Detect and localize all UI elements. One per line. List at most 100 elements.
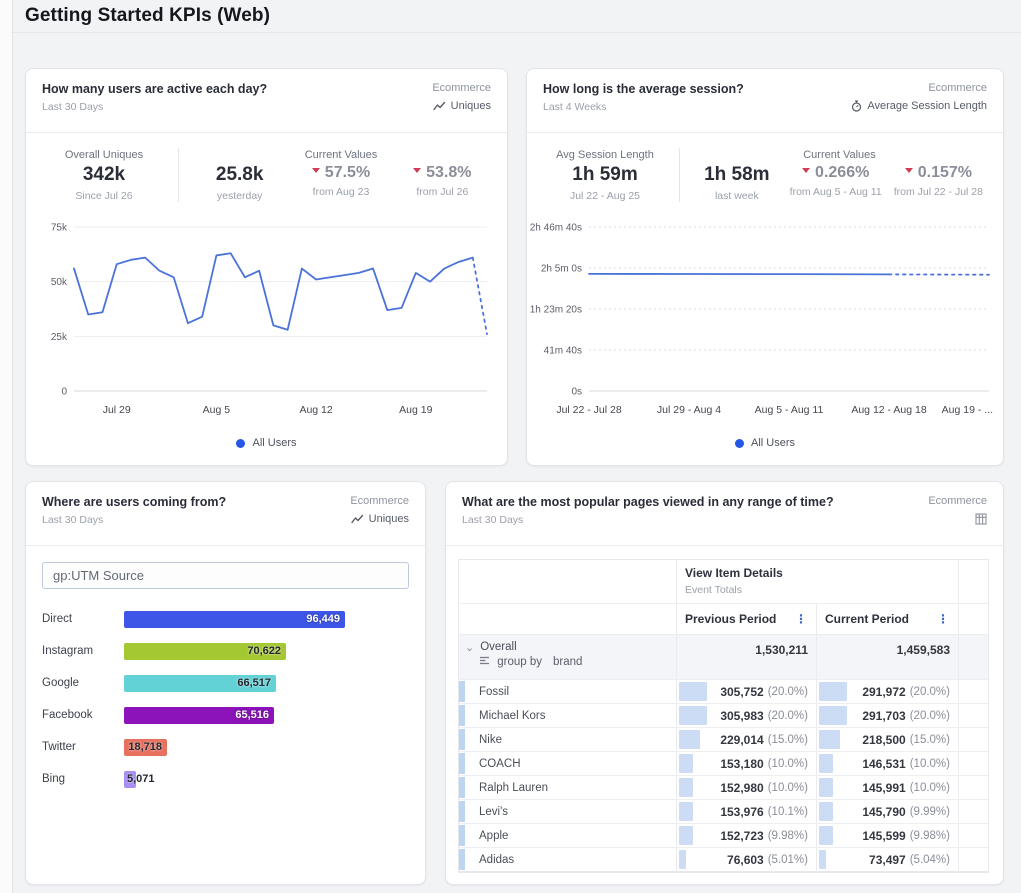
previous-period-value: 229,014 xyxy=(720,733,763,747)
current-period-percent: (9.99%) xyxy=(910,806,950,818)
project-label: Ecommerce xyxy=(851,82,987,94)
row-color-strip xyxy=(459,849,465,870)
previous-period-percent: (20.0%) xyxy=(768,710,808,722)
previous-period-bar xyxy=(679,778,693,797)
current-period-bar xyxy=(819,706,847,725)
svg-text:25k: 25k xyxy=(51,332,68,343)
project-label: Ecommerce xyxy=(928,495,987,507)
chevron-down-icon[interactable]: ⌄ xyxy=(465,643,474,679)
chart-legend[interactable]: All Users xyxy=(527,437,1003,449)
svg-text:Aug 19: Aug 19 xyxy=(399,404,432,416)
current-period-value: 73,497 xyxy=(869,853,906,867)
group-by-select[interactable]: gp:UTM Source xyxy=(42,562,409,589)
chart-title-link[interactable]: How long is the average session? xyxy=(543,82,744,96)
table-row[interactable]: Fossil305,752(20.0%)291,972(20.0%) xyxy=(459,680,988,704)
arrow-down-icon xyxy=(802,168,810,173)
table-row[interactable]: Levi's153,976(10.1%)145,790(9.99%) xyxy=(459,800,988,824)
current-period-bar xyxy=(819,850,826,869)
table-row[interactable]: Apple152,723(9.98%)145,599(9.98%) xyxy=(459,824,988,848)
brand-name: Michael Kors xyxy=(479,710,545,722)
table-body: Fossil305,752(20.0%)291,972(20.0%)Michae… xyxy=(459,680,988,872)
bar-track: 5,071 xyxy=(124,771,409,788)
kebab-icon[interactable]: ⋮ xyxy=(793,612,809,626)
stat-value-negative: 57.5% xyxy=(296,164,385,182)
bar-category-label: Twitter xyxy=(42,741,124,753)
previous-period-value: 152,980 xyxy=(720,781,763,795)
stat-value: 342k xyxy=(40,164,168,186)
bar-value-label: 18,718 xyxy=(128,741,162,753)
chart-title-link[interactable]: What are the most popular pages viewed i… xyxy=(462,495,834,509)
overall-previous-total: 1,530,211 xyxy=(677,635,817,679)
stat-caption: Since Jul 26 xyxy=(40,190,168,202)
active-users-line-chart[interactable]: 025k50k75kJul 29Aug 5Aug 12Aug 19 xyxy=(26,211,507,431)
bar-category-label: Google xyxy=(42,677,124,689)
bar-row[interactable]: Twitter 18,718 xyxy=(42,731,409,763)
utm-bars: Direct96,449Instagram70,622Google66,517F… xyxy=(26,595,425,795)
stat-value-negative: 0.266% xyxy=(790,164,882,182)
svg-text:41m 40s: 41m 40s xyxy=(544,346,582,357)
bar-fill[interactable]: 18,718 xyxy=(124,739,167,756)
row-color-strip xyxy=(459,825,465,846)
previous-period-value: 153,180 xyxy=(720,757,763,771)
bar-fill[interactable]: 96,449 xyxy=(124,611,345,628)
stat-value: 1h 59m xyxy=(541,164,669,186)
column-current-period: Current Period ⋮ xyxy=(817,604,959,634)
panel-active-users: How many users are active each day? Last… xyxy=(25,68,508,466)
table-row[interactable]: Adidas76,603(5.01%)73,497(5.04%) xyxy=(459,848,988,872)
panel-head: Where are users coming from? Last 30 Day… xyxy=(26,482,425,546)
previous-period-percent: (10.0%) xyxy=(768,758,808,770)
brand-name: Nike xyxy=(479,734,502,746)
bar-row[interactable]: Direct 96,449 xyxy=(42,603,409,635)
overall-current-total: 1,459,583 xyxy=(817,635,959,679)
left-rail xyxy=(0,0,13,893)
bar-row[interactable]: Google66,517 xyxy=(42,667,409,699)
line-chart-icon xyxy=(433,101,446,111)
arrow-down-icon xyxy=(413,168,421,173)
stat-value: 1h 58m xyxy=(696,164,778,186)
current-period-value: 291,972 xyxy=(862,685,905,699)
avg-session-line-chart[interactable]: 0s41m 40s1h 23m 20s2h 5m 0s2h 46m 40sJul… xyxy=(527,211,1003,431)
chart-legend[interactable]: All Users xyxy=(26,437,507,449)
bar-value-label: 96,449 xyxy=(306,613,340,625)
bar-fill[interactable]: 5,071 xyxy=(124,771,136,788)
bar-category-label: Instagram xyxy=(42,645,124,657)
stopwatch-icon xyxy=(851,100,862,112)
legend-dot-icon xyxy=(735,439,744,448)
bar-category-label: Direct xyxy=(42,613,124,625)
stat-caption: from Jul 22 - Jul 28 xyxy=(894,186,983,198)
table-row[interactable]: COACH153,180(10.0%)146,531(10.0%) xyxy=(459,752,988,776)
bar-row[interactable]: Instagram 70,622 xyxy=(42,635,409,667)
column-previous-period: Previous Period ⋮ xyxy=(677,604,817,634)
bar-fill[interactable]: 65,516 xyxy=(124,707,274,724)
stat-caption: yesterday xyxy=(195,190,284,202)
date-range-label: Last 30 Days xyxy=(42,514,226,526)
bar-fill[interactable]: 66,517 xyxy=(124,675,276,692)
bar-row[interactable]: Bing5,071 xyxy=(42,763,409,795)
current-period-percent: (15.0%) xyxy=(910,734,950,746)
current-period-value: 146,531 xyxy=(862,757,905,771)
chart-title-link[interactable]: Where are users coming from? xyxy=(42,495,226,509)
date-range-label: Last 30 Days xyxy=(462,514,834,526)
table-row[interactable]: Nike229,014(15.0%)218,500(15.0%) xyxy=(459,728,988,752)
bar-row[interactable]: Facebook65,516 xyxy=(42,699,409,731)
stat-caption: from Aug 5 - Aug 11 xyxy=(790,186,882,198)
chart-title-link[interactable]: How many users are active each day? xyxy=(42,82,267,96)
group-by-row: group by brand xyxy=(480,656,582,668)
bar-track: 70,622 xyxy=(124,643,409,660)
current-values-label: Current Values xyxy=(690,149,989,161)
kebab-icon[interactable]: ⋮ xyxy=(935,612,951,626)
table-icon xyxy=(975,513,987,525)
svg-text:Aug 12: Aug 12 xyxy=(299,404,332,416)
line-chart-icon xyxy=(351,514,364,524)
table-row[interactable]: Michael Kors305,983(20.0%)291,703(20.0%) xyxy=(459,704,988,728)
current-period-bar xyxy=(819,826,833,845)
bar-fill[interactable]: 70,622 xyxy=(124,643,286,660)
bar-value-label: 70,622 xyxy=(247,645,281,657)
previous-period-value: 152,723 xyxy=(720,829,763,843)
bar-value-label: 5,071 xyxy=(127,773,155,785)
svg-text:Jul 22 - Jul 28: Jul 22 - Jul 28 xyxy=(556,404,622,416)
table-row[interactable]: Ralph Lauren152,980(10.0%)145,991(10.0%) xyxy=(459,776,988,800)
panel-head: How long is the average session? Last 4 … xyxy=(527,69,1003,133)
current-period-percent: (10.0%) xyxy=(910,758,950,770)
table-row-overall[interactable]: ⌄ Overall group by brand 1,530,211 1,459… xyxy=(459,635,988,680)
